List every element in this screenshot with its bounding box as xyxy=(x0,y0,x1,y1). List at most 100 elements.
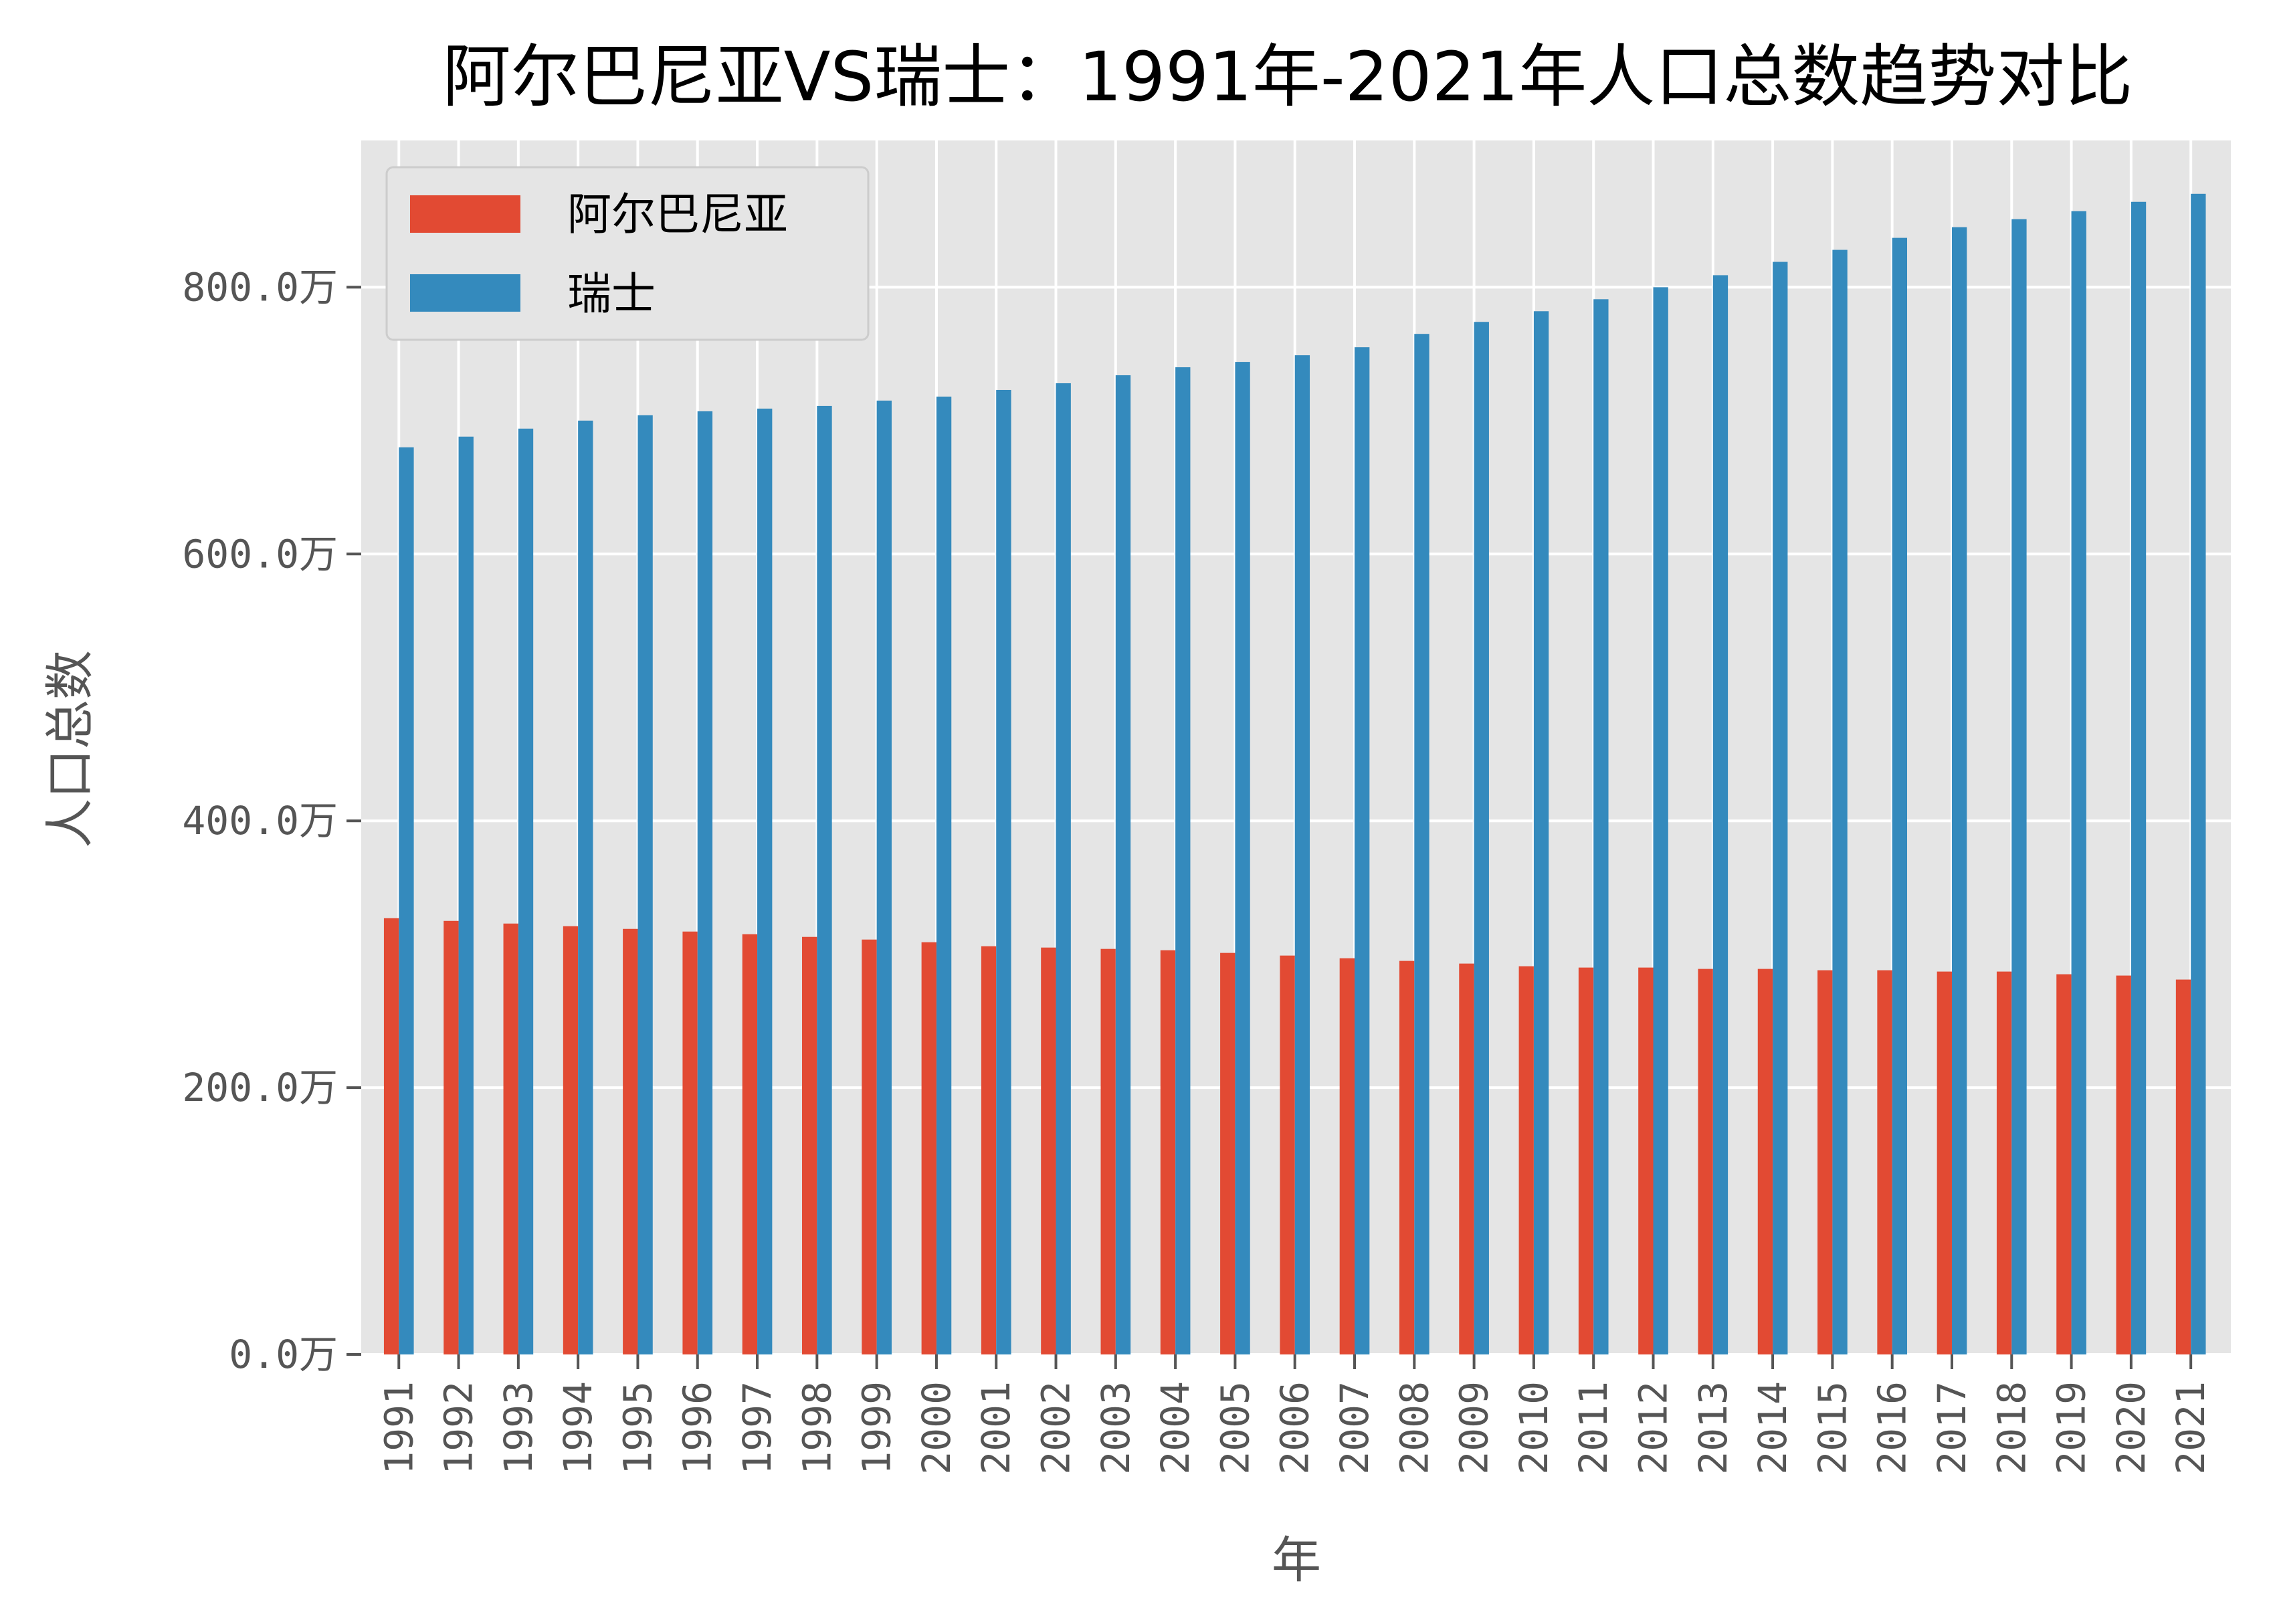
bar-switzerland-2018 xyxy=(2011,219,2027,1355)
y-tick-label-0: 0.0万 xyxy=(229,1332,338,1377)
bar-albania-2010 xyxy=(1518,966,1534,1354)
x-tick-label-1997: 1997 xyxy=(734,1381,780,1475)
bar-albania-1992 xyxy=(443,920,459,1354)
bar-switzerland-1992 xyxy=(458,436,474,1354)
bar-albania-1999 xyxy=(862,939,877,1354)
bar-albania-2014 xyxy=(1757,969,1773,1354)
bar-switzerland-1991 xyxy=(399,447,414,1354)
bar-switzerland-1998 xyxy=(817,405,832,1354)
bar-switzerland-2004 xyxy=(1175,367,1191,1354)
x-tick-label-1992: 1992 xyxy=(436,1381,482,1475)
x-tick-label-2000: 2000 xyxy=(914,1381,959,1475)
bar-albania-2017 xyxy=(1937,971,1952,1354)
x-tick-label-2016: 2016 xyxy=(1870,1381,1915,1475)
bar-albania-2007 xyxy=(1339,958,1355,1354)
bar-switzerland-2019 xyxy=(2071,211,2086,1355)
x-tick-label-1996: 1996 xyxy=(675,1381,720,1475)
bar-albania-1997 xyxy=(742,934,758,1354)
x-tick-label-2020: 2020 xyxy=(2108,1381,2154,1475)
x-tick-label-1993: 1993 xyxy=(496,1381,541,1475)
bar-switzerland-1996 xyxy=(697,411,713,1354)
bar-switzerland-2008 xyxy=(1414,334,1429,1354)
y-tick-label-1: 200.0万 xyxy=(182,1065,338,1110)
bars xyxy=(383,193,2206,1355)
x-tick-label-1994: 1994 xyxy=(555,1381,601,1475)
bar-switzerland-2007 xyxy=(1355,347,1370,1354)
bar-albania-2005 xyxy=(1220,952,1236,1354)
x-tick-label-2019: 2019 xyxy=(2049,1381,2094,1475)
bar-albania-2011 xyxy=(1578,967,1594,1354)
bar-albania-1996 xyxy=(682,931,698,1354)
bar-switzerland-1994 xyxy=(578,420,593,1354)
y-tick-label-2: 400.0万 xyxy=(182,798,338,843)
bar-switzerland-2016 xyxy=(1892,237,1908,1355)
x-tick-label-1999: 1999 xyxy=(854,1381,900,1475)
bar-albania-2013 xyxy=(1698,969,1713,1354)
bar-albania-2018 xyxy=(1996,971,2012,1354)
bar-albania-2012 xyxy=(1638,967,1654,1354)
bar-switzerland-2012 xyxy=(1653,287,1668,1354)
legend: 阿尔巴尼亚 瑞士 xyxy=(385,166,870,341)
bar-switzerland-2003 xyxy=(1115,375,1131,1354)
x-tick-label-2011: 2011 xyxy=(1571,1381,1616,1475)
bar-albania-1998 xyxy=(802,936,817,1354)
y-axis-label: 人口总数 xyxy=(41,650,99,848)
legend-swatch-albania xyxy=(410,195,520,233)
x-tick-label-2007: 2007 xyxy=(1332,1381,1377,1475)
bar-albania-1991 xyxy=(383,918,399,1354)
x-tick-label-1998: 1998 xyxy=(794,1381,839,1475)
bar-albania-2016 xyxy=(1877,970,1892,1354)
chart-title: 阿尔巴尼亚VS瑞士：1991年-2021年人口总数趋势对比 xyxy=(443,37,2133,117)
bar-switzerland-2015 xyxy=(1832,249,1848,1354)
bar-albania-2003 xyxy=(1100,948,1116,1354)
x-tick-label-2021: 2021 xyxy=(2168,1381,2213,1475)
bar-switzerland-1999 xyxy=(876,400,892,1354)
x-tick-label-2017: 2017 xyxy=(1929,1381,1975,1475)
bar-albania-2002 xyxy=(1041,947,1056,1354)
bar-albania-2021 xyxy=(2175,979,2191,1354)
y-tick-label-4: 800.0万 xyxy=(182,264,338,310)
bar-switzerland-2009 xyxy=(1474,322,1489,1355)
legend-swatch-switzerland xyxy=(410,274,520,312)
bar-switzerland-2010 xyxy=(1533,311,1549,1355)
bar-albania-2001 xyxy=(981,946,997,1354)
y-tick-label-3: 600.0万 xyxy=(182,531,338,577)
x-tick-label-2010: 2010 xyxy=(1511,1381,1557,1475)
bar-switzerland-2000 xyxy=(936,396,952,1354)
bar-albania-2006 xyxy=(1280,955,1295,1354)
bar-switzerland-1993 xyxy=(518,428,534,1354)
x-tick-label-2005: 2005 xyxy=(1212,1381,1258,1475)
bar-switzerland-2006 xyxy=(1294,355,1310,1354)
axis-ticks xyxy=(347,286,2193,1369)
bar-switzerland-2017 xyxy=(1951,227,1967,1355)
bar-switzerland-2013 xyxy=(1712,275,1728,1354)
x-tick-label-2012: 2012 xyxy=(1630,1381,1676,1475)
x-tick-label-2013: 2013 xyxy=(1690,1381,1736,1475)
x-tick-label-2018: 2018 xyxy=(1989,1381,2034,1475)
y-tick-labels: 0.0万 200.0万 400.0万 600.0万 800.0万 xyxy=(182,264,338,1377)
x-tick-label-2014: 2014 xyxy=(1750,1381,1795,1475)
bar-switzerland-1995 xyxy=(637,415,653,1354)
bar-switzerland-2001 xyxy=(996,389,1011,1354)
bar-albania-2009 xyxy=(1459,963,1474,1354)
bar-albania-2019 xyxy=(2056,974,2072,1354)
bar-switzerland-2005 xyxy=(1235,362,1250,1354)
legend-label-albania: 阿尔巴尼亚 xyxy=(567,189,788,240)
x-tick-label-1995: 1995 xyxy=(615,1381,660,1475)
x-tick-label-2003: 2003 xyxy=(1093,1381,1139,1475)
bar-switzerland-2014 xyxy=(1773,262,1788,1354)
bar-albania-2008 xyxy=(1399,960,1415,1354)
x-tick-labels: 1991 1992 1993 1994 1995 1996 1997 1998 1999 2000… xyxy=(376,1381,2213,1475)
x-tick-label-2015: 2015 xyxy=(1809,1381,1855,1475)
bar-switzerland-2020 xyxy=(2131,201,2147,1354)
x-axis-label: 年 xyxy=(1272,1532,1321,1589)
x-tick-label-2006: 2006 xyxy=(1272,1381,1318,1475)
x-tick-label-2004: 2004 xyxy=(1153,1381,1198,1475)
x-tick-label-2008: 2008 xyxy=(1391,1381,1437,1475)
x-tick-label-2002: 2002 xyxy=(1033,1381,1079,1475)
x-tick-label-1991: 1991 xyxy=(376,1381,421,1475)
bar-albania-1994 xyxy=(563,926,579,1354)
legend-label-switzerland: 瑞士 xyxy=(567,268,656,320)
